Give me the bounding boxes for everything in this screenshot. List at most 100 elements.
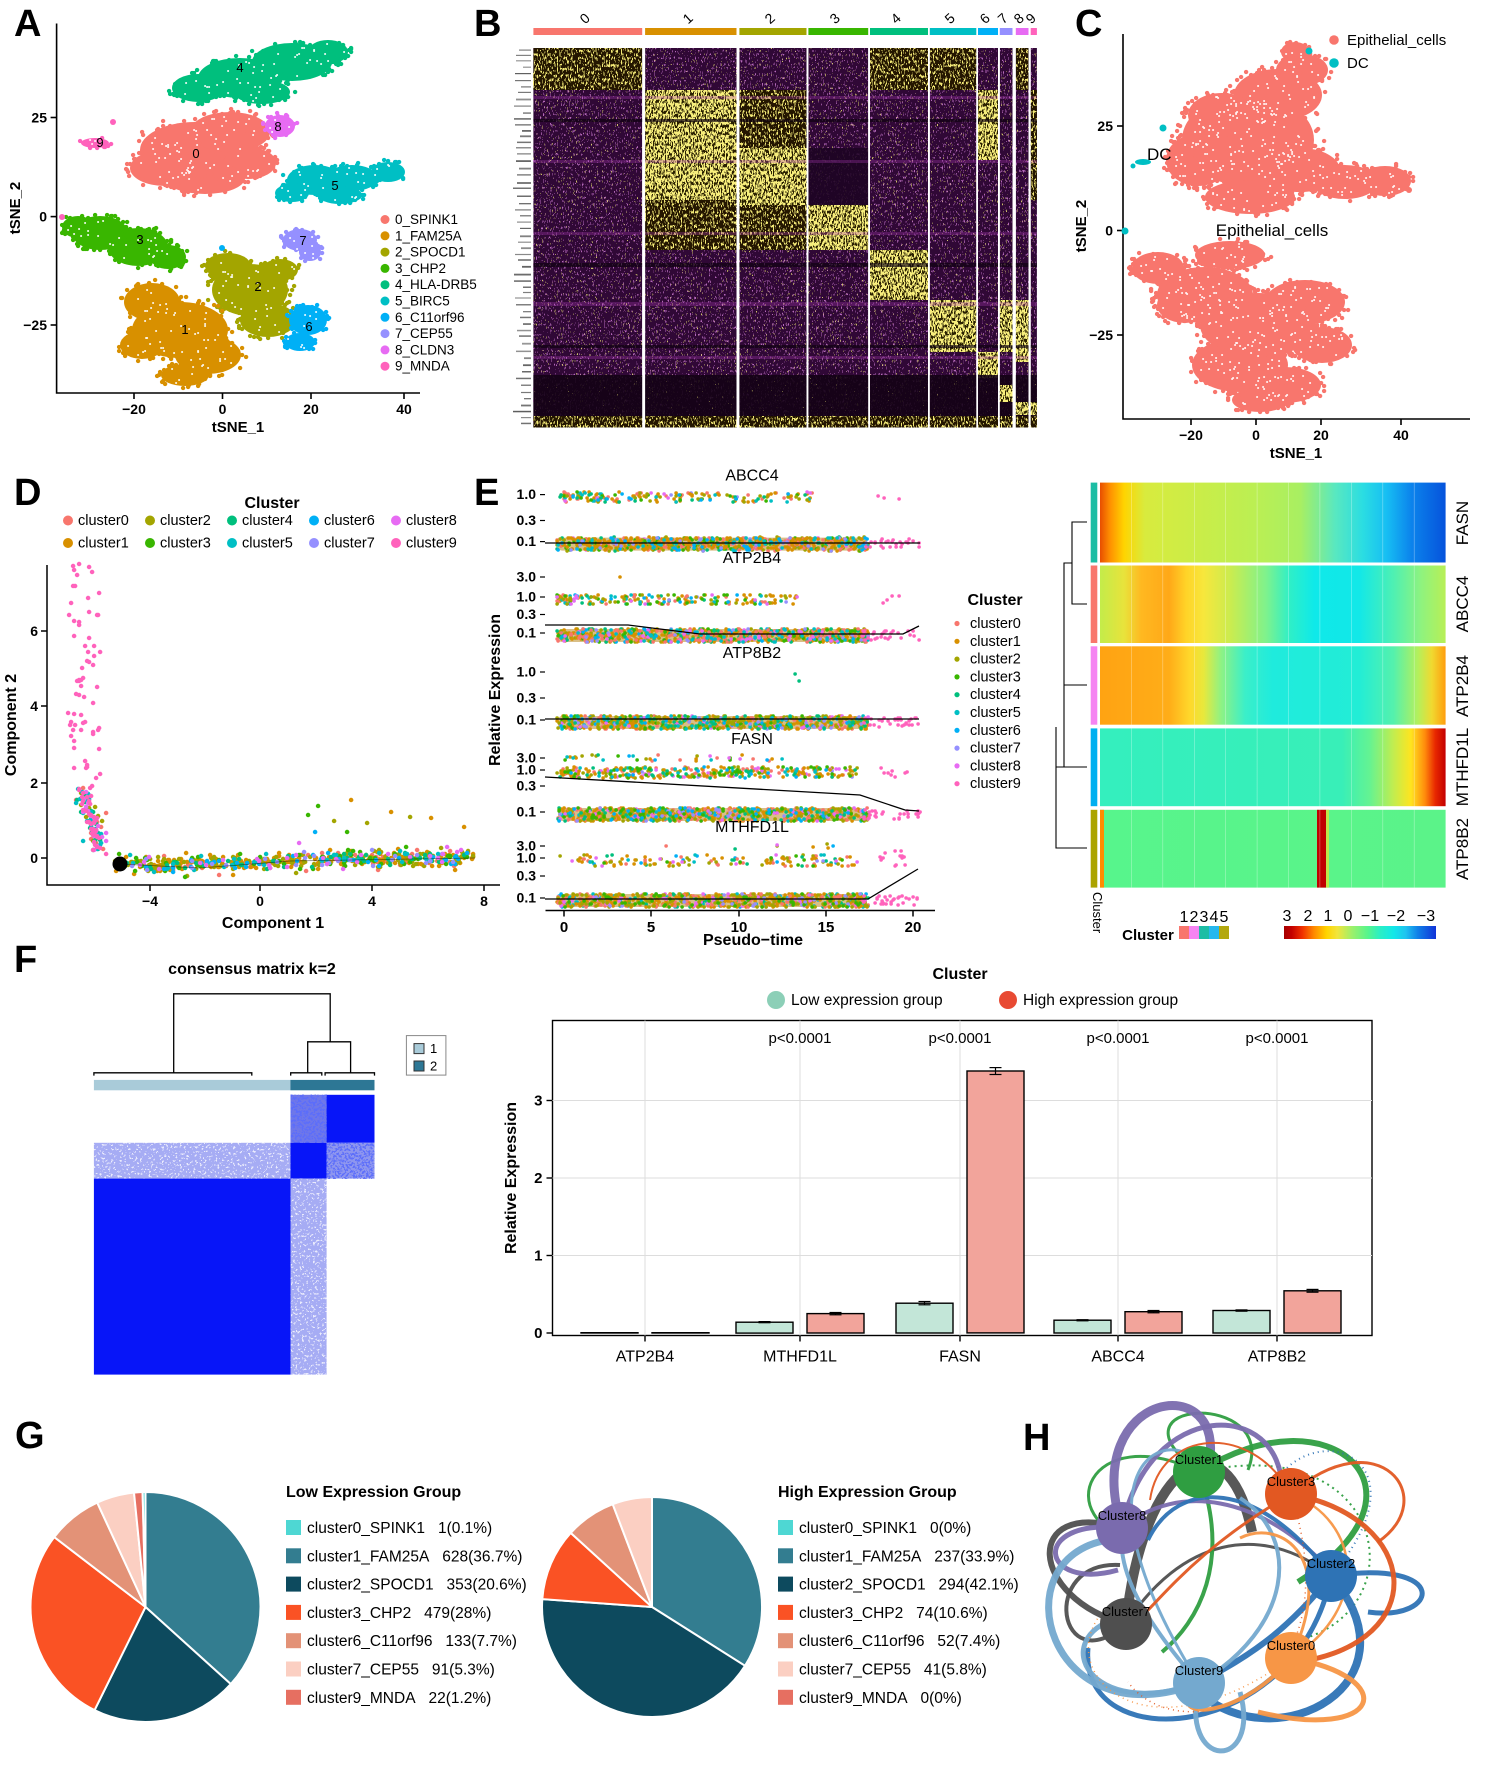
svg-text:0: 0 xyxy=(219,401,227,417)
svg-text:3: 3 xyxy=(1283,908,1292,925)
svg-text:−4: −4 xyxy=(142,893,158,909)
svg-text:20: 20 xyxy=(303,401,319,417)
svg-text:0: 0 xyxy=(1252,427,1260,443)
svg-text:1.0: 1.0 xyxy=(517,664,537,680)
svg-text:15: 15 xyxy=(818,919,835,936)
svg-text:cluster0: cluster0 xyxy=(78,513,129,529)
svg-text:MTHFD1L: MTHFD1L xyxy=(715,819,789,836)
svg-text:4: 4 xyxy=(368,893,376,909)
svg-text:C: C xyxy=(1075,3,1102,45)
svg-text:0.1: 0.1 xyxy=(517,625,537,641)
svg-text:cluster6_C11orf96 133(7.7%): cluster6_C11orf96 133(7.7%) xyxy=(307,1633,517,1650)
svg-text:Cluster: Cluster xyxy=(244,495,299,512)
svg-text:20: 20 xyxy=(1313,427,1329,443)
svg-text:5: 5 xyxy=(1220,909,1229,926)
svg-text:MTHFD1L: MTHFD1L xyxy=(763,1349,837,1366)
svg-text:Cluster8: Cluster8 xyxy=(1098,1508,1146,1523)
svg-text:cluster5: cluster5 xyxy=(970,705,1021,721)
svg-text:1.0: 1.0 xyxy=(517,589,537,605)
svg-text:0: 0 xyxy=(1105,223,1113,239)
svg-text:cluster2: cluster2 xyxy=(970,652,1021,668)
svg-text:cluster0: cluster0 xyxy=(970,616,1021,632)
svg-text:cluster2: cluster2 xyxy=(160,513,211,529)
svg-text:p<0.0001: p<0.0001 xyxy=(1246,1030,1309,1047)
svg-text:p<0.0001: p<0.0001 xyxy=(769,1030,832,1047)
svg-text:p<0.0001: p<0.0001 xyxy=(929,1030,992,1047)
svg-text:0: 0 xyxy=(560,919,568,936)
svg-text:Cluster: Cluster xyxy=(1090,892,1105,934)
svg-text:1.0: 1.0 xyxy=(517,762,537,778)
svg-text:3_CHP2: 3_CHP2 xyxy=(395,261,446,276)
svg-text:0: 0 xyxy=(534,1325,542,1342)
svg-text:1: 1 xyxy=(1180,909,1189,926)
svg-text:ATP8B2: ATP8B2 xyxy=(1453,818,1472,880)
svg-text:E: E xyxy=(474,472,499,514)
svg-text:ATP2B4: ATP2B4 xyxy=(1453,655,1472,717)
svg-text:cluster1_FAM25A 628(36.7%): cluster1_FAM25A 628(36.7%) xyxy=(307,1548,522,1565)
svg-text:G: G xyxy=(15,1415,45,1457)
svg-text:ABCC4: ABCC4 xyxy=(1453,576,1472,633)
svg-text:1.0: 1.0 xyxy=(517,850,537,866)
svg-text:cluster0_SPINK1 0(0%): cluster0_SPINK1 0(0%) xyxy=(799,1520,971,1537)
svg-text:High expression group: High expression group xyxy=(1023,992,1178,1009)
svg-text:0: 0 xyxy=(39,209,47,225)
svg-text:0: 0 xyxy=(30,850,38,866)
svg-text:2: 2 xyxy=(1190,909,1199,926)
svg-text:−20: −20 xyxy=(1179,427,1203,443)
svg-text:High Expression Group: High Expression Group xyxy=(778,1484,957,1501)
svg-text:cluster7_CEP55 91(5.3%): cluster7_CEP55 91(5.3%) xyxy=(307,1662,495,1679)
svg-text:H: H xyxy=(1023,1417,1050,1459)
svg-text:FASN: FASN xyxy=(1453,501,1472,545)
svg-text:1: 1 xyxy=(430,1041,437,1056)
svg-text:MTHFD1L: MTHFD1L xyxy=(1453,728,1472,806)
svg-text:Cluster1: Cluster1 xyxy=(1175,1452,1223,1467)
svg-text:Cluster: Cluster xyxy=(1122,927,1174,944)
svg-text:4: 4 xyxy=(1210,909,1219,926)
svg-text:5: 5 xyxy=(647,919,655,936)
svg-text:Cluster2: Cluster2 xyxy=(1307,1556,1355,1571)
svg-text:−20: −20 xyxy=(122,401,146,417)
svg-text:cluster8: cluster8 xyxy=(970,758,1021,774)
svg-text:Cluster9: Cluster9 xyxy=(1175,1663,1223,1678)
svg-text:0: 0 xyxy=(1344,908,1353,925)
svg-text:0.3: 0.3 xyxy=(517,868,537,884)
svg-text:ATP2B4: ATP2B4 xyxy=(616,1349,675,1366)
svg-text:8: 8 xyxy=(480,893,488,909)
svg-text:Epithelial_cells: Epithelial_cells xyxy=(1216,221,1328,240)
svg-text:Cluster7: Cluster7 xyxy=(1102,1604,1150,1619)
svg-text:−25: −25 xyxy=(23,317,47,333)
svg-text:Relative Expression: Relative Expression xyxy=(487,614,504,766)
svg-text:D: D xyxy=(14,472,41,514)
svg-text:1: 1 xyxy=(181,322,188,337)
svg-text:4_HLA-DRB5: 4_HLA-DRB5 xyxy=(395,277,477,292)
svg-text:5_BIRC5: 5_BIRC5 xyxy=(395,294,450,309)
svg-text:Cluster: Cluster xyxy=(932,966,987,983)
svg-text:tSNE_2: tSNE_2 xyxy=(1073,200,1090,253)
svg-text:3: 3 xyxy=(534,1093,542,1110)
svg-text:2: 2 xyxy=(30,775,38,791)
svg-text:3.0: 3.0 xyxy=(517,569,537,585)
svg-text:0.3: 0.3 xyxy=(517,778,537,794)
svg-text:A: A xyxy=(14,3,41,45)
svg-text:Cluster: Cluster xyxy=(967,592,1022,609)
svg-text:cluster8: cluster8 xyxy=(406,513,457,529)
svg-text:1.0: 1.0 xyxy=(517,486,537,502)
svg-text:40: 40 xyxy=(1393,427,1409,443)
svg-text:6: 6 xyxy=(30,623,38,639)
svg-text:−3: −3 xyxy=(1417,908,1435,925)
svg-text:25: 25 xyxy=(1097,118,1113,134)
svg-text:cluster6: cluster6 xyxy=(970,723,1021,739)
svg-text:1: 1 xyxy=(534,1248,542,1265)
svg-text:tSNE_2: tSNE_2 xyxy=(7,182,24,235)
svg-text:8_CLDN3: 8_CLDN3 xyxy=(395,342,454,357)
svg-text:Pseudo−time: Pseudo−time xyxy=(703,932,803,949)
svg-text:tSNE_1: tSNE_1 xyxy=(1270,445,1323,462)
svg-text:cluster7: cluster7 xyxy=(324,536,375,552)
svg-text:−1: −1 xyxy=(1361,908,1379,925)
svg-text:9: 9 xyxy=(96,135,103,150)
svg-text:1: 1 xyxy=(117,860,123,872)
svg-text:ATP8B2: ATP8B2 xyxy=(723,645,782,662)
svg-text:Component 2: Component 2 xyxy=(3,674,20,776)
svg-text:20: 20 xyxy=(905,919,922,936)
svg-text:0.3: 0.3 xyxy=(517,690,537,706)
